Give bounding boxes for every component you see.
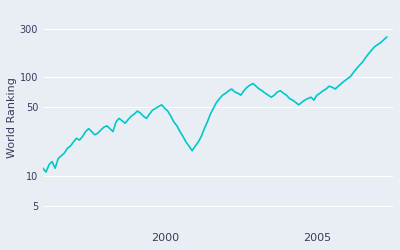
Y-axis label: World Ranking: World Ranking	[7, 77, 17, 158]
